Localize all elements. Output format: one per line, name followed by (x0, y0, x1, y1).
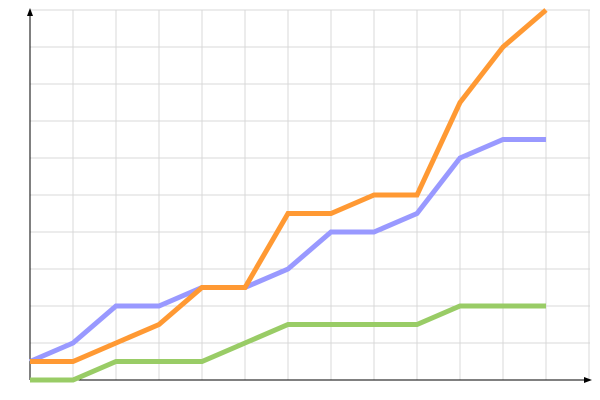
x-axis-arrow-icon (584, 377, 592, 383)
series-line-1 (30, 8, 548, 364)
series-line-0 (29, 137, 546, 364)
y-axis-arrow-icon (27, 8, 33, 16)
series-line-2 (30, 303, 546, 383)
